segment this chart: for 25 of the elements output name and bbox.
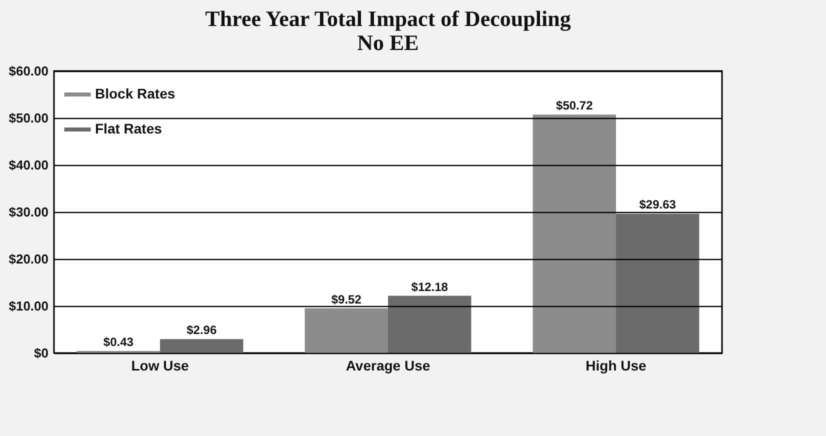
data-label: $29.63 — [639, 198, 676, 212]
x-tick-label: Low Use — [131, 358, 190, 374]
y-tick-label: $60.00 — [8, 64, 48, 78]
bar — [388, 296, 472, 353]
x-tick-label: High Use — [586, 358, 647, 374]
y-tick-label: $0 — [34, 346, 48, 360]
data-label: $9.52 — [331, 292, 362, 306]
data-label: $2.96 — [186, 323, 217, 338]
legend-label: Block Rates — [95, 86, 176, 102]
chart-subtitle: No EE — [357, 30, 419, 55]
y-tick-label: $20.00 — [8, 252, 48, 266]
y-tick-label: $40.00 — [8, 158, 48, 172]
legend-label: Flat Rates — [95, 120, 162, 136]
y-tick-label: $30.00 — [8, 204, 48, 220]
data-label: $50.72 — [556, 98, 594, 113]
bar — [304, 308, 388, 353]
y-tick-label: $50.00 — [8, 110, 48, 126]
bar — [160, 339, 244, 353]
chart-title: Three Year Total Impact of Decoupling — [205, 6, 571, 31]
x-tick-label: Average Use — [346, 358, 430, 374]
bar — [532, 114, 616, 353]
data-label: $0.43 — [103, 334, 134, 349]
y-tick-label: $10.00 — [8, 298, 48, 314]
bar — [616, 214, 700, 353]
data-label: $12.18 — [411, 280, 448, 294]
